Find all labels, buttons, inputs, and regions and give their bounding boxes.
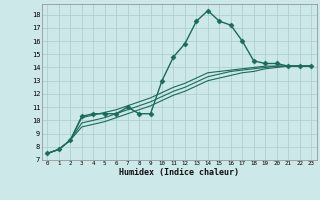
X-axis label: Humidex (Indice chaleur): Humidex (Indice chaleur) <box>119 168 239 177</box>
